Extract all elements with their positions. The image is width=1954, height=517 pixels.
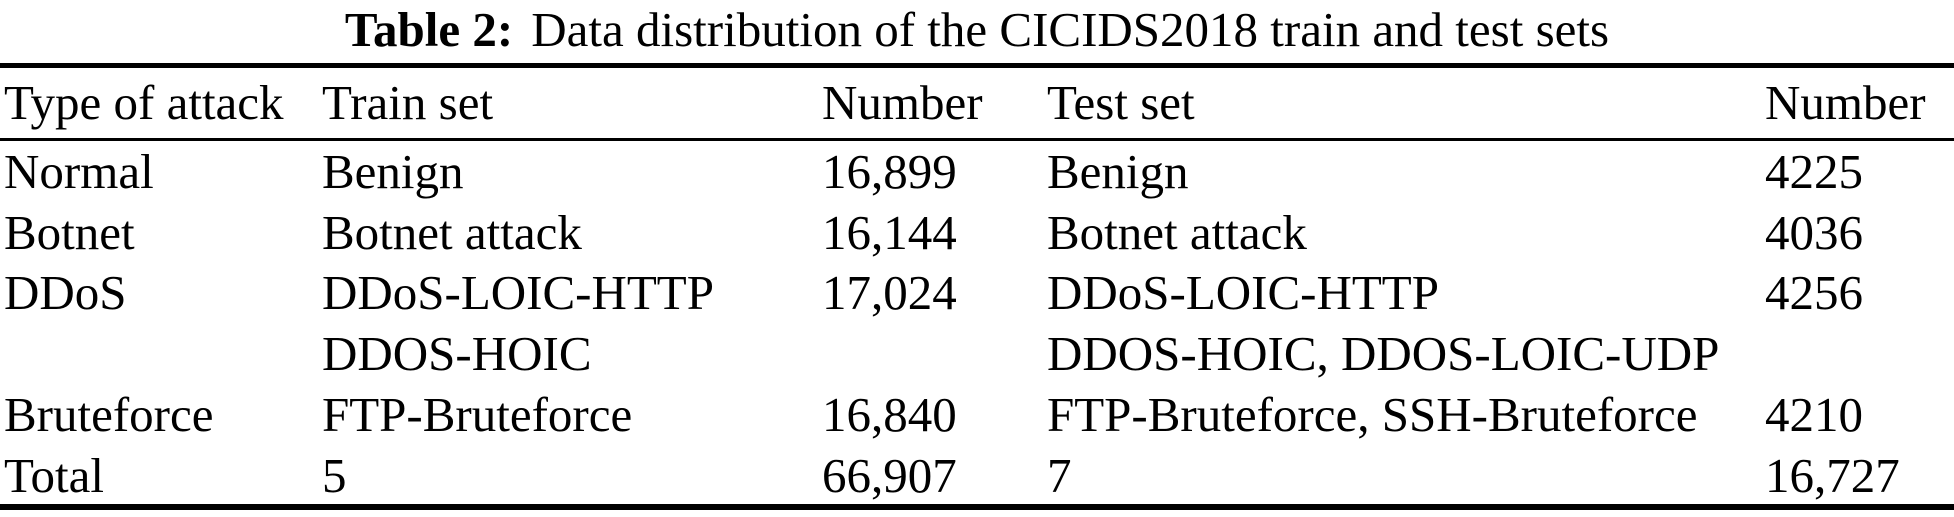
cell-train-number: 66,907 (822, 448, 957, 503)
cell-attack-type: Total (4, 448, 104, 503)
cell-test-set: Benign (1047, 141, 1765, 202)
caption-text: Data distribution of the CICIDS2018 trai… (531, 2, 1610, 57)
cell-train-set: Botnet attack (322, 202, 822, 263)
cell-train-set: DDoS-LOIC-HTTP DDOS-HOIC (322, 263, 822, 384)
table-body: Normal Benign 16,899 Benign 4225 Botnet … (0, 141, 1954, 506)
cell-train-number: 16,144 (822, 205, 957, 260)
cell-test-number: 4225 (1765, 144, 1863, 199)
table-caption: Table 2: Data distribution of the CICIDS2… (0, 0, 1954, 63)
train-set-line: Benign (322, 144, 464, 199)
table-row-botnet: Botnet Botnet attack 16,144 Botnet attac… (0, 202, 1954, 263)
cell-train-number: 16,840 (822, 387, 957, 442)
column-header-type-of-attack: Type of attack (4, 75, 284, 130)
column-header-test-set: Test set (1047, 75, 1195, 130)
cell-attack-type: Normal (4, 144, 154, 199)
cell-train-set: 5 (322, 445, 822, 506)
cell-test-number: 4256 (1765, 265, 1863, 320)
cell-attack-type: DDoS (4, 265, 127, 320)
header-row: Type of attack Train set Number Test set… (0, 68, 1954, 138)
cell-test-number: 4210 (1765, 387, 1863, 442)
cell-test-number: 4036 (1765, 205, 1863, 260)
cell-attack-type: Bruteforce (4, 387, 214, 442)
table-row-bruteforce: Bruteforce FTP-Bruteforce 16,840 FTP-Bru… (0, 384, 1954, 445)
column-header-test-number: Number (1765, 75, 1926, 130)
train-set-line: FTP-Bruteforce (322, 387, 633, 442)
test-set-line: Botnet attack (1047, 205, 1307, 260)
column-header-train-number: Number (822, 75, 983, 130)
test-set-line: DDOS-HOIC, DDOS-LOIC-UDP (1047, 325, 1720, 381)
top-rule (0, 63, 1954, 68)
table-row-normal: Normal Benign 16,899 Benign 4225 (0, 141, 1954, 202)
caption-label: Table 2: (344, 2, 514, 57)
cell-test-set: DDoS-LOIC-HTTP DDOS-HOIC, DDOS-LOIC-UDP (1047, 263, 1765, 384)
header-rule (0, 138, 1954, 141)
test-set-line: 7 (1047, 448, 1072, 503)
test-set-line: FTP-Bruteforce, SSH-Bruteforce (1047, 387, 1698, 442)
test-set-line: Benign (1047, 144, 1189, 199)
cell-test-set: FTP-Bruteforce, SSH-Bruteforce (1047, 384, 1765, 445)
train-set-line: Botnet attack (322, 205, 582, 260)
cell-test-set: 7 (1047, 445, 1765, 506)
cell-train-number: 17,024 (822, 265, 957, 320)
cell-test-set: Botnet attack (1047, 202, 1765, 263)
train-set-line: DDOS-HOIC (322, 325, 592, 381)
bottom-rule (0, 504, 1954, 510)
cell-test-number: 16,727 (1765, 448, 1900, 503)
cell-train-set: Benign (322, 141, 822, 202)
column-header-train-set: Train set (322, 75, 494, 130)
train-set-line: 5 (322, 448, 347, 503)
cell-train-set: FTP-Bruteforce (322, 384, 822, 445)
cell-attack-type: Botnet (4, 205, 135, 260)
cell-train-number: 16,899 (822, 144, 957, 199)
train-set-line: DDoS-LOIC-HTTP (322, 265, 714, 320)
table-row-total: Total 5 66,907 7 16,727 (0, 445, 1954, 506)
table-row-ddos: DDoS DDoS-LOIC-HTTP DDOS-HOIC 17,024 DDo… (0, 263, 1954, 384)
test-set-line: DDoS-LOIC-HTTP (1047, 265, 1439, 320)
